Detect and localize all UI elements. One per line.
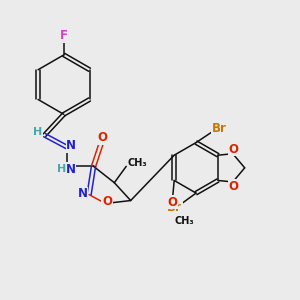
Text: H: H [57,164,66,174]
Text: O: O [102,195,112,208]
Text: H: H [33,127,43,136]
Text: N: N [77,188,88,200]
Text: CH₃: CH₃ [175,216,194,226]
Text: O: O [229,143,239,156]
Text: O: O [168,196,178,209]
Text: CH₃: CH₃ [128,158,147,168]
Text: Br: Br [167,201,182,214]
Text: Br: Br [212,122,227,135]
Text: N: N [66,163,76,176]
Text: O: O [98,131,107,144]
Text: F: F [60,29,68,42]
Text: O: O [229,180,239,193]
Text: N: N [66,139,76,152]
